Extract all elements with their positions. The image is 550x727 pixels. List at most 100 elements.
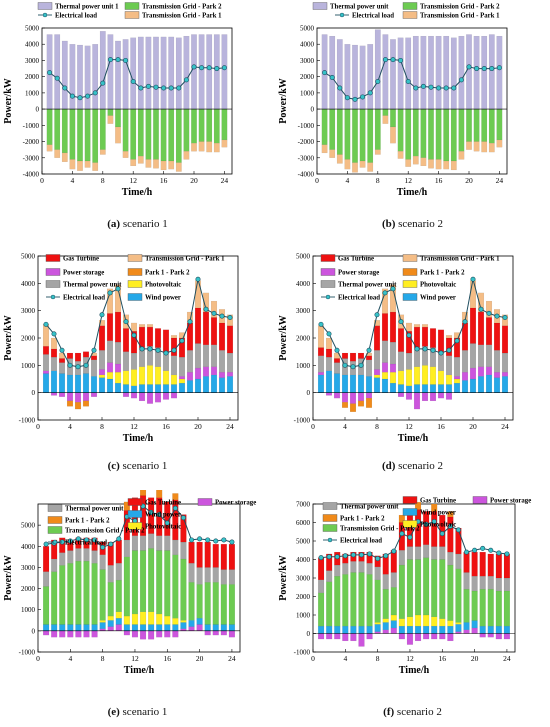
bar-segment xyxy=(381,362,389,373)
bar-segment xyxy=(453,378,461,384)
load-point xyxy=(367,90,373,96)
legend-label: Gas Turbine xyxy=(63,256,99,263)
bar-segment xyxy=(46,108,53,145)
bar-segment xyxy=(156,624,163,632)
bar-segment xyxy=(226,372,234,377)
chart-b-svg: -4000 -3000 -2000 -1000 0 1000 2000 3000 4000 500… xyxy=(278,2,508,198)
bar-segment xyxy=(437,392,445,399)
bar-segment xyxy=(188,626,195,632)
load-point xyxy=(390,286,396,292)
bar-segment xyxy=(485,366,493,376)
bar-segment xyxy=(156,490,163,498)
load-point xyxy=(69,93,75,99)
electrical-load-line xyxy=(45,279,231,368)
legend-swatch xyxy=(322,502,338,510)
bar-segment xyxy=(175,37,182,110)
load-point xyxy=(163,350,169,356)
y-tick-label: 3000 xyxy=(296,575,311,583)
bar-segment xyxy=(220,630,227,636)
chart-caption-d: (d) scenario 2 xyxy=(381,460,444,472)
bar-segment xyxy=(130,352,138,370)
bar-segment xyxy=(61,152,68,162)
bar-segment xyxy=(469,280,477,309)
legend-label: Photovoltaic xyxy=(145,524,181,531)
legend-label: Thermal power unit xyxy=(340,504,399,511)
bar-segment xyxy=(466,34,472,110)
bar-segment xyxy=(352,162,358,173)
y-tick-label: -4000 xyxy=(23,171,40,179)
bar-segment xyxy=(154,384,162,393)
bar-segment xyxy=(439,633,446,640)
y-axis-label: Power/kW xyxy=(3,315,14,361)
bar-segment xyxy=(131,535,139,551)
bar-segment xyxy=(191,34,197,110)
bar-segment xyxy=(204,582,211,625)
bar-segment xyxy=(447,564,454,621)
bar-segment xyxy=(50,348,58,358)
legend-swatch xyxy=(320,280,336,288)
bar-segment xyxy=(43,586,50,625)
load-point xyxy=(430,347,436,353)
bar-segment xyxy=(336,108,343,155)
bar-segment xyxy=(172,539,179,555)
bar-segment xyxy=(123,539,130,558)
load-point xyxy=(206,65,212,71)
load-point xyxy=(350,552,356,558)
load-point xyxy=(496,65,502,71)
y-tick-label: 0 xyxy=(311,106,315,114)
bar-segment xyxy=(381,340,389,363)
bar-segment xyxy=(496,35,503,110)
chart-a-svg: -4000 -3000 -2000 -1000 0 1000 2000 3000 4000 500… xyxy=(3,2,233,198)
bar-segment xyxy=(357,400,365,407)
load-point xyxy=(358,362,364,368)
bar-segment xyxy=(466,141,472,150)
bar-segment xyxy=(194,367,202,380)
plot-frame xyxy=(41,27,233,175)
bar-segment xyxy=(487,553,494,577)
bar-segment xyxy=(115,618,122,625)
bar-segment xyxy=(137,156,144,164)
bar-segment xyxy=(373,320,381,326)
legend-swatch xyxy=(320,254,336,262)
load-point xyxy=(398,319,404,325)
y-axis-label: Power/kW xyxy=(278,315,289,361)
bar-segment xyxy=(170,337,178,356)
bar-segment xyxy=(58,358,66,363)
y-tick-label: -4000 xyxy=(298,171,315,179)
bar-segment xyxy=(107,108,114,116)
bar-segment xyxy=(414,614,422,627)
load-point xyxy=(326,331,332,337)
bar-segment xyxy=(405,322,413,332)
bar-segment xyxy=(352,108,358,163)
bar-segment xyxy=(321,144,328,154)
bar-segment xyxy=(172,618,179,625)
bar-segment xyxy=(77,160,83,171)
bar-segment xyxy=(358,633,365,647)
bar-segment xyxy=(210,366,218,376)
bar-segment xyxy=(123,501,130,511)
bar-segment xyxy=(359,160,366,168)
bar-segment xyxy=(413,384,421,393)
x-tick-label: 8 xyxy=(376,176,380,185)
bar-segment xyxy=(420,157,427,167)
bar-segment xyxy=(423,544,430,558)
load-point xyxy=(191,64,197,70)
bar-segment xyxy=(455,568,462,623)
bar-segment xyxy=(479,633,486,638)
bar-segment xyxy=(123,630,130,636)
load-point xyxy=(383,553,389,559)
bar-segment xyxy=(431,559,438,617)
load-point xyxy=(168,85,174,91)
bar-segment xyxy=(226,314,234,326)
bar-segment xyxy=(382,574,389,590)
legend-label: Park 1 - Park 2 xyxy=(420,270,465,277)
bar-segment xyxy=(405,352,413,370)
bar-segment xyxy=(412,156,419,165)
chart-panel-d: -1000 0 1000 2000 3000 4000 5000 0 4 8 12 16 20 24 Pow… xyxy=(275,242,550,484)
legend-marker-swatch xyxy=(50,294,56,300)
legend-swatch xyxy=(402,268,418,276)
load-point xyxy=(436,85,442,91)
load-point xyxy=(390,57,396,63)
bar-segment xyxy=(342,633,349,642)
